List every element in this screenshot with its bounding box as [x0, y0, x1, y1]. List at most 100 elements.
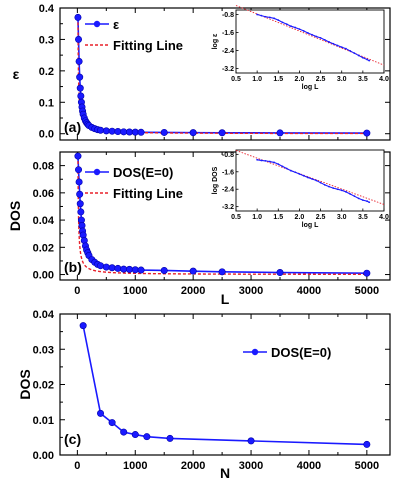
data-point [160, 128, 168, 136]
data-point [77, 208, 85, 216]
inset-point [315, 179, 318, 182]
data-point [137, 128, 145, 136]
inset-point [353, 195, 356, 198]
y-tick-label: 0.2 [39, 66, 54, 78]
inset-point [285, 23, 288, 26]
plot-frame [59, 7, 391, 141]
x-axis-label: N [220, 465, 230, 481]
data-point [74, 152, 82, 160]
data-point [166, 434, 174, 442]
inset-point [273, 161, 275, 164]
data-point [97, 409, 105, 417]
x-tick-label: 0 [74, 285, 80, 297]
inset-point [302, 30, 305, 32]
data-point [76, 190, 84, 198]
panel-a: 0.0 0.1 0.2 0.3 0.4 ε (a) ε Fitting Line 0.5 1.0 1.… [13, 3, 391, 141]
inset-a: 0.5 1.0 1.5 2.0 2.5 3.0 3.5 4.0 -0.8 -1.6 -2.4 -3.2… [212, 5, 389, 91]
inset-x-tick-label: 1.0 [252, 214, 262, 221]
y-tick-label: 0.03 [33, 344, 54, 356]
data-point [120, 265, 128, 273]
inset-point [319, 181, 322, 184]
inset-point [332, 187, 335, 190]
inset-b: 0.5 1.0 1.5 2.0 2.5 3.0 3.5 4.0 -0.8 -1.6 -2.4 -3.2… [212, 149, 389, 229]
data-point [125, 265, 133, 273]
legend-label: DOS(E=0) [271, 345, 331, 360]
x-tick-label: 3000 [239, 460, 263, 472]
inset-point [345, 47, 347, 50]
y-tick-label: 0.04 [33, 215, 55, 227]
y-tick-label: 0.06 [33, 188, 54, 200]
y-tick-label: 0.0 [39, 129, 54, 141]
inset-point [294, 171, 297, 174]
inset-point [256, 158, 259, 161]
x-tick-label: 3000 [239, 285, 263, 297]
data-point [97, 126, 105, 134]
inset-point [311, 178, 314, 180]
inset-series-line [257, 13, 370, 62]
inset-y-label: log DOS [212, 166, 219, 194]
inset-point [306, 32, 309, 34]
inset-x-tick-label: 0.5 [231, 214, 241, 221]
x-tick-label: 1000 [123, 285, 147, 297]
data-point [131, 128, 139, 136]
y-tick-label: 0.00 [33, 450, 54, 462]
data-point [363, 129, 371, 137]
data-point [102, 127, 110, 135]
inset-point [260, 159, 263, 162]
inset-point [290, 169, 292, 172]
data-point [160, 266, 168, 274]
inset-x-tick-label: 2.5 [316, 76, 326, 83]
inset-point [294, 26, 297, 29]
data-point [74, 13, 82, 21]
y-axis-label: ε [13, 66, 20, 82]
inset-y-tick-label: -2.4 [222, 187, 234, 194]
data-point [247, 437, 255, 445]
inset-point [260, 14, 263, 17]
legend-label: DOS(E=0) [113, 165, 173, 180]
plot-frame [59, 313, 391, 456]
fitting-line [77, 17, 367, 135]
inset-point [349, 50, 352, 52]
inset-point [281, 21, 284, 24]
inset-point [319, 37, 322, 39]
inset-point [277, 163, 280, 166]
legend-fit-label: Fitting Line [113, 186, 183, 201]
data-point [77, 92, 85, 100]
data-point [218, 268, 226, 276]
data-point [114, 264, 122, 272]
inset-y-tick-label: -3.2 [222, 66, 234, 73]
data-point [276, 129, 284, 137]
panel-label: (a) [64, 119, 81, 135]
inset-point [256, 13, 259, 16]
y-tick-label: 0.00 [33, 270, 54, 282]
x-tick-label: 1000 [123, 460, 147, 472]
panel-label: (b) [64, 259, 82, 275]
data-point [75, 35, 83, 43]
data-point [131, 431, 139, 439]
inset-x-tick-label: 1.5 [273, 214, 283, 221]
legend-marker [93, 20, 101, 28]
inset-y-tick-label: -0.8 [222, 12, 234, 19]
inset-frame [235, 149, 385, 212]
inset-x-label: log L [302, 84, 319, 91]
inset-point [285, 167, 288, 170]
inset-point [268, 160, 271, 163]
y-tick-label: 0.02 [33, 380, 54, 392]
y-tick-label: 0.04 [33, 309, 55, 321]
x-tick-label: 4000 [297, 460, 321, 472]
inset-x-tick-label: 4.0 [379, 214, 389, 221]
legend-marker [93, 168, 101, 176]
inset-x-tick-label: 3.5 [358, 214, 368, 221]
plot-frame [59, 151, 391, 281]
inset-point [290, 25, 292, 28]
inset-y-tick-label: -1.6 [222, 169, 234, 176]
inset-x-tick-label: 2.0 [295, 214, 305, 221]
data-point [75, 178, 83, 186]
x-axis-label: L [221, 291, 230, 307]
legend-label: ε [113, 17, 119, 32]
inset-frame [235, 9, 385, 74]
inset-point [336, 188, 339, 191]
x-tick-label: 2000 [181, 460, 205, 472]
inset-point [323, 39, 326, 41]
